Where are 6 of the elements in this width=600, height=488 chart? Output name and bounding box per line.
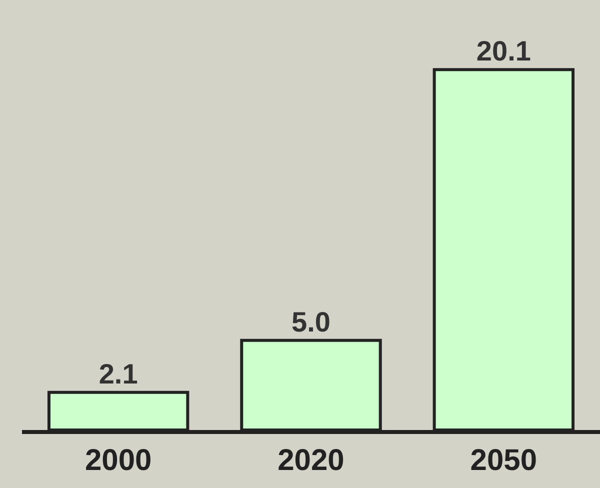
x-tick-label: 2020 xyxy=(278,444,344,477)
x-tick-label: 2050 xyxy=(470,444,538,477)
x-tick-label: 2000 xyxy=(84,444,152,477)
data-label: 2.1 xyxy=(98,358,138,390)
data-label: 5.0 xyxy=(292,306,330,338)
data-label: 20.1 xyxy=(476,36,531,67)
